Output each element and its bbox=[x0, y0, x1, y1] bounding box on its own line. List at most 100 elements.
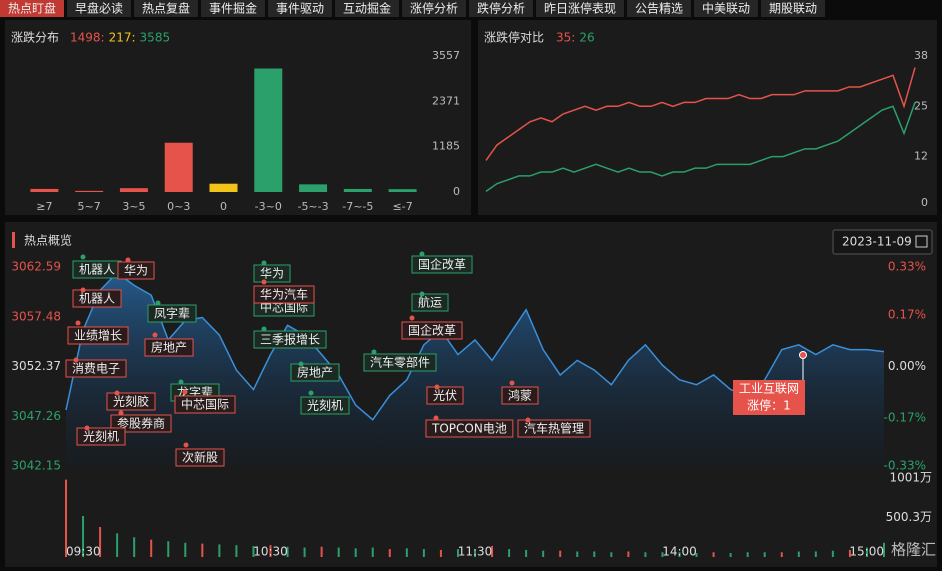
annotation-label: 参股券商 bbox=[117, 416, 165, 431]
tab[interactable] bbox=[67, 0, 131, 17]
x-tick-label: 0 bbox=[220, 200, 227, 213]
annotation[interactable]: 光刻机 bbox=[300, 396, 350, 415]
annotation[interactable]: 华为 bbox=[117, 261, 155, 280]
volume-bar bbox=[797, 551, 800, 557]
annotation[interactable]: 光伏 bbox=[426, 386, 464, 405]
calendar-icon bbox=[915, 235, 928, 248]
annotation[interactable]: 航运 bbox=[411, 293, 449, 312]
panel-title: 热点概览 bbox=[24, 233, 72, 248]
tab[interactable] bbox=[469, 0, 533, 17]
volume-bar bbox=[286, 546, 289, 557]
tab[interactable] bbox=[627, 0, 691, 17]
bar bbox=[119, 188, 148, 192]
tab[interactable] bbox=[134, 0, 198, 17]
tab[interactable] bbox=[761, 0, 825, 17]
annotation-label: 汽车热管理 bbox=[524, 421, 584, 436]
tab[interactable] bbox=[536, 0, 624, 17]
annotation[interactable]: 光刻机 bbox=[76, 427, 126, 446]
annotation[interactable]: 机器人 bbox=[72, 289, 122, 308]
annotation[interactable]: 汽车零部件 bbox=[363, 353, 437, 372]
annotation-label: 业绩增长 bbox=[74, 329, 122, 343]
annotation[interactable]: 华为 bbox=[253, 264, 291, 283]
annotation-dot bbox=[261, 279, 267, 285]
volume-bar bbox=[576, 551, 579, 557]
volume-bar bbox=[627, 551, 630, 557]
tab-label: 昨日涨停表现 bbox=[544, 1, 616, 16]
tab[interactable] bbox=[268, 0, 332, 17]
x-tick-label: 10:30 bbox=[253, 545, 288, 559]
annotation-box bbox=[72, 289, 122, 308]
tooltip-dot bbox=[799, 351, 807, 359]
tab-label: 热点盯盘 bbox=[8, 1, 56, 16]
annotation[interactable]: 三季报增长 bbox=[253, 330, 327, 349]
volume-bar bbox=[252, 545, 255, 557]
annotation-dot bbox=[261, 326, 267, 332]
annotation-label: 华为 bbox=[124, 264, 148, 278]
y-tick-label: 3062.59 bbox=[11, 260, 61, 274]
tab-label: 期股联动 bbox=[769, 2, 817, 16]
annotation[interactable]: 凤字辈 bbox=[147, 304, 197, 323]
annotation[interactable]: 消费电子 bbox=[65, 359, 127, 378]
annotation[interactable]: 房地产 bbox=[144, 338, 194, 357]
tab[interactable] bbox=[694, 0, 758, 17]
annotation-dot bbox=[182, 389, 188, 395]
annotation-dot bbox=[80, 254, 86, 260]
annotation-dot bbox=[155, 300, 161, 306]
annotation-dot bbox=[183, 442, 189, 448]
annotation[interactable]: 中芯国际 bbox=[174, 395, 236, 414]
annotation-dot bbox=[298, 361, 304, 367]
annotation-dot bbox=[371, 349, 377, 355]
x-tick-label: -5~-3 bbox=[297, 200, 328, 213]
y-tick-label: 3047.26 bbox=[11, 409, 61, 423]
bar bbox=[254, 68, 283, 192]
annotation[interactable]: 参股券商 bbox=[110, 414, 172, 433]
annotation-box bbox=[253, 330, 327, 349]
panel-title: 涨跌停对比 bbox=[484, 30, 544, 45]
date-picker[interactable] bbox=[832, 229, 933, 255]
annotation[interactable]: 机器人 bbox=[72, 260, 122, 279]
annotation[interactable]: 国企改革 bbox=[411, 255, 473, 274]
annotation-dot bbox=[118, 410, 124, 416]
volume-bar bbox=[746, 552, 749, 557]
annotation-label: 光刻胶 bbox=[113, 394, 149, 409]
annotation[interactable]: 汽车热管理 bbox=[517, 419, 591, 438]
x-tick-label: 09:30 bbox=[66, 545, 101, 559]
annotation[interactable]: 光刻胶 bbox=[106, 392, 156, 411]
date: 2023-11-09 bbox=[842, 235, 912, 249]
tab[interactable] bbox=[402, 0, 466, 17]
volume-bar bbox=[661, 552, 664, 557]
volume-bar bbox=[456, 549, 459, 557]
annotation-dot bbox=[509, 380, 515, 386]
annotation-box bbox=[76, 427, 126, 446]
volume-bar bbox=[150, 539, 153, 557]
volume-bar bbox=[201, 543, 204, 557]
y-tick-label: 2371 bbox=[432, 94, 460, 107]
annotation-box bbox=[253, 285, 315, 304]
annotation-box bbox=[517, 419, 591, 438]
tab-label: 公告精选 bbox=[635, 2, 683, 16]
annotation[interactable]: 次新股 bbox=[175, 448, 225, 467]
tab-label: 事件驱动 bbox=[276, 2, 324, 16]
annotation-dot bbox=[80, 287, 86, 293]
annotation-label: 航运 bbox=[418, 295, 442, 310]
volume-bar bbox=[99, 527, 102, 557]
annotation-box bbox=[67, 326, 129, 345]
annotation[interactable]: 国企改革 bbox=[401, 321, 463, 340]
annotation[interactable]: 华为汽车 bbox=[253, 285, 315, 304]
tab[interactable] bbox=[0, 0, 64, 17]
annotation[interactable]: 业绩增长 bbox=[67, 326, 129, 345]
annotation-dot bbox=[73, 357, 79, 363]
volume-bar bbox=[525, 549, 528, 557]
annotation[interactable]: 房地产 bbox=[290, 363, 340, 382]
tab[interactable] bbox=[335, 0, 399, 17]
annotation[interactable]: 鸿蒙 bbox=[501, 386, 539, 405]
tab[interactable] bbox=[201, 0, 265, 17]
y-tick-label: 0 bbox=[921, 196, 928, 209]
bar bbox=[209, 183, 238, 192]
watermark: 格隆汇 bbox=[891, 541, 936, 559]
x-tick-label: -3~0 bbox=[255, 200, 282, 213]
annotation[interactable]: TOPCON电池 bbox=[425, 419, 514, 438]
x-tick-label: 0~3 bbox=[167, 200, 190, 213]
annotation-label: 光刻机 bbox=[83, 430, 119, 444]
